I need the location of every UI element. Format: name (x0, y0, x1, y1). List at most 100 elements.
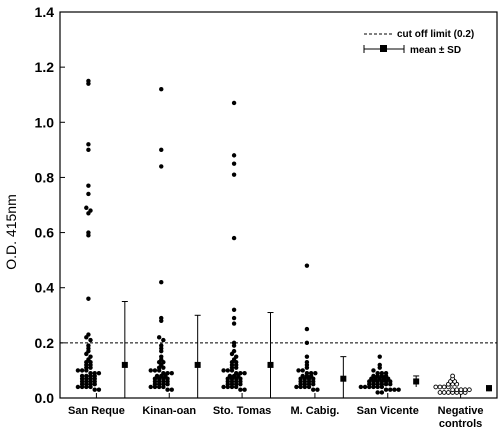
data-point (313, 370, 318, 376)
data-point (161, 337, 166, 343)
data-point (86, 230, 91, 235)
data-point (242, 387, 247, 392)
data-point (88, 208, 93, 213)
data-point-open (450, 373, 455, 379)
x-tick-label: Negative (438, 405, 484, 417)
mean-marker (267, 361, 274, 368)
legend-cutoff-label: cut off limit (0.2) (397, 29, 474, 40)
data-point-open (450, 387, 455, 393)
data-point (88, 354, 93, 359)
data-point (159, 87, 164, 92)
data-point (296, 368, 301, 373)
data-point (231, 100, 237, 106)
data-point (88, 370, 93, 376)
data-point (165, 370, 170, 376)
y-tick-label: 0.4 (35, 280, 55, 296)
data-point (86, 191, 91, 197)
data-point (75, 384, 81, 390)
data-point (169, 370, 174, 376)
data-point (383, 387, 389, 392)
data-point (159, 343, 164, 348)
data-point (159, 280, 164, 285)
y-tick-label: 1.2 (35, 59, 55, 75)
data-point (231, 161, 237, 166)
data-point (231, 321, 237, 326)
data-point (86, 147, 91, 153)
mean-marker (194, 361, 201, 368)
y-axis-label: O.D. 415nm (3, 194, 19, 269)
data-point (86, 142, 91, 147)
mean-marker (340, 375, 347, 382)
data-point-open (437, 390, 443, 395)
data-point (300, 368, 305, 373)
data-point (84, 373, 89, 379)
data-point (86, 332, 91, 337)
y-axis: 0.0 0.2 0.4 0.6 0.8 1.0 1.2 1.4 (35, 4, 65, 406)
data-point (242, 370, 247, 376)
data-point (375, 390, 380, 395)
data-point (377, 354, 382, 359)
data-point (238, 370, 243, 376)
data-point (304, 340, 310, 346)
data-point (148, 368, 153, 373)
data-point (396, 387, 401, 392)
y-tick-label: 0.2 (35, 335, 55, 351)
legend-mean-swatch (363, 45, 405, 53)
x-tick-label: M. Cabig. (290, 405, 339, 417)
data-point (304, 326, 310, 332)
data-point (231, 348, 237, 354)
data-point (233, 370, 239, 376)
x-axis: San Reque Kinan-oan Sto. Tomas M. Cabig. San… (68, 393, 484, 430)
data-point (304, 263, 310, 268)
data-point (358, 384, 364, 390)
x-tick-label: Sto. Tomas (213, 405, 271, 417)
data-point (148, 384, 153, 390)
data-point (79, 373, 85, 379)
data-point-open (458, 387, 464, 393)
y-tick-label: 0.6 (35, 225, 55, 241)
data-point (75, 368, 81, 373)
data-point (231, 340, 237, 346)
data-point (371, 368, 376, 373)
data-point (92, 387, 97, 392)
data-points (75, 78, 472, 395)
data-point-open (462, 387, 468, 393)
data-point (379, 370, 385, 376)
y-tick-label: 0.0 (35, 390, 55, 406)
data-point-open (437, 384, 443, 390)
data-point (225, 368, 230, 373)
data-point-open (441, 384, 447, 390)
data-point (238, 387, 243, 392)
legend: cut off limit (0.2) mean ± SD (363, 29, 474, 56)
data-point (392, 387, 397, 392)
data-point-open (454, 387, 460, 393)
data-point (315, 387, 320, 392)
data-point (371, 373, 376, 379)
data-point (294, 384, 299, 390)
data-point (304, 354, 310, 359)
data-point (379, 390, 385, 395)
y-tick-label: 1.4 (35, 4, 55, 20)
data-point (161, 370, 166, 376)
data-point (308, 370, 314, 376)
x-tick-label: San Vicente (357, 405, 419, 417)
data-point (221, 368, 226, 373)
data-point (86, 343, 91, 348)
data-point (231, 153, 237, 158)
data-point (79, 368, 85, 373)
data-point (169, 387, 174, 392)
data-point (221, 384, 226, 390)
legend-mean-label: mean ± SD (410, 45, 461, 56)
data-point-open (441, 390, 447, 395)
data-point (388, 387, 393, 392)
data-point (375, 370, 380, 376)
data-point (304, 370, 310, 376)
data-point (383, 370, 389, 376)
y-tick-label: 1.0 (35, 114, 55, 130)
data-point (159, 164, 164, 169)
data-point (231, 172, 237, 177)
data-point (96, 370, 102, 376)
x-tick-label: controls (439, 418, 482, 430)
x-tick-label: Kinan-oan (142, 405, 196, 417)
